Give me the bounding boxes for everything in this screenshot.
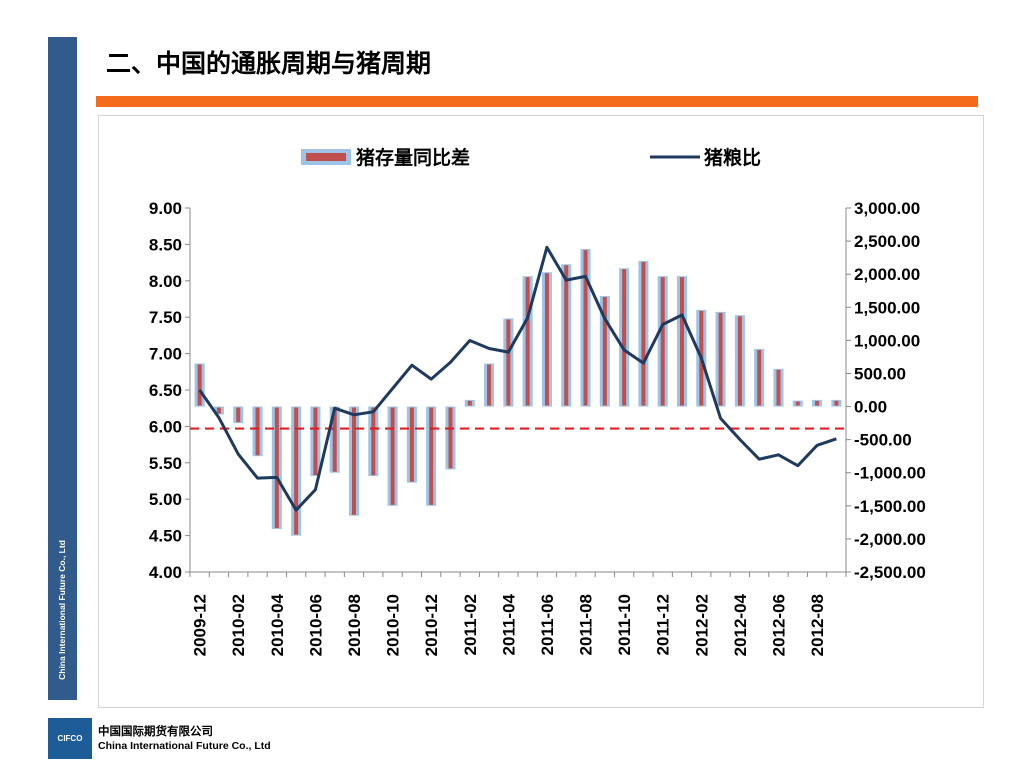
left-tick-label: 5.00	[149, 490, 182, 509]
bar	[815, 400, 820, 406]
left-tick-label: 4.00	[149, 563, 182, 582]
bar	[352, 407, 356, 515]
bar	[737, 316, 742, 406]
bar	[795, 401, 800, 406]
left-tick-label: 6.50	[149, 381, 182, 400]
bar	[564, 265, 569, 406]
bar	[236, 407, 241, 423]
right-tick-label: -1,500.00	[854, 497, 926, 516]
bar	[834, 400, 839, 406]
x-tick-label: 2010-02	[229, 594, 248, 656]
chart-frame	[98, 115, 984, 708]
bar	[371, 407, 376, 476]
bar	[467, 400, 472, 406]
page-title: 二、中国的通胀周期与猪周期	[106, 50, 432, 78]
left-tick-label: 4.50	[149, 527, 182, 546]
right-tick-label: -2,000.00	[854, 530, 926, 549]
right-tick-label: -1,000.00	[854, 464, 926, 483]
x-tick-label: 2012-04	[731, 593, 750, 656]
right-tick-label: 1,000.00	[854, 331, 920, 350]
x-tick-label: 2012-08	[808, 594, 827, 656]
left-tick-label: 8.00	[149, 272, 182, 291]
right-tick-label: 0.00	[854, 398, 887, 417]
bar	[197, 364, 202, 406]
bar	[641, 261, 646, 406]
bar	[274, 407, 279, 528]
bar	[718, 312, 723, 406]
left-tick-label: 6.00	[149, 417, 182, 436]
bar	[487, 364, 492, 406]
bar	[525, 277, 530, 406]
footer-company-cn: 中国国际期货有限公司	[98, 726, 213, 738]
x-tick-label: 2010-04	[268, 593, 287, 656]
ratio-line	[198, 245, 837, 512]
x-tick-label: 2011-02	[461, 594, 480, 655]
bar	[506, 319, 511, 406]
logo-text: CIFCO	[57, 734, 83, 743]
right-tick-label: 500.00	[854, 364, 906, 383]
x-tick-label: 2010-10	[384, 594, 403, 656]
legend-bar-swatch-inner	[306, 153, 346, 161]
bar	[448, 407, 453, 469]
bar	[255, 407, 260, 456]
x-tick-label: 2011-04	[499, 593, 518, 655]
bar	[680, 277, 684, 406]
x-tick-label: 2012-06	[770, 594, 789, 656]
x-tick-label: 2011-10	[615, 594, 634, 655]
bar	[602, 297, 607, 406]
x-tick-label: 2010-08	[345, 594, 364, 656]
bar	[660, 277, 665, 406]
bar	[390, 407, 395, 505]
sidebar-company-cn: 中国国际期货有限公司	[24, 70, 33, 150]
x-tick-label: 2011-12	[654, 594, 673, 655]
right-tick-label: 2,000.00	[854, 265, 920, 284]
bar	[757, 349, 762, 406]
right-tick-label: 1,500.00	[854, 298, 920, 317]
right-tick-label: -2,500.00	[854, 563, 926, 582]
x-tick-label: 2011-06	[538, 594, 557, 655]
left-tick-label: 5.50	[149, 454, 182, 473]
right-tick-label: 3,000.00	[854, 199, 920, 218]
cifco-logo: CIFCO	[48, 718, 92, 759]
legend-label: 猪存量同比差	[355, 146, 470, 169]
right-tick-label: -500.00	[854, 431, 912, 450]
sidebar-band	[48, 37, 77, 700]
legend-label: 猪粮比	[703, 146, 761, 169]
chart: 9.00 8.50 8.00 7.50 7.00 6.50 6.00 5.50 5.00 4.50…	[149, 146, 926, 656]
sidebar-company-en: China International Future Co., Ltd	[57, 540, 67, 680]
left-tick-label: 7.50	[149, 308, 182, 327]
left-tick-label: 9.00	[149, 199, 182, 218]
bar	[332, 407, 337, 472]
right-tick-label: 2,500.00	[854, 232, 920, 251]
left-tick-label: 7.00	[149, 345, 182, 364]
bar	[776, 369, 781, 406]
title-underline-bar	[96, 96, 978, 107]
bar	[429, 407, 434, 505]
x-tick-label: 2009-12	[191, 594, 210, 656]
footer-company-en: China International Future Co., Ltd	[98, 740, 271, 752]
x-tick-label: 2012-02	[692, 594, 711, 656]
x-tick-label: 2010-12	[422, 594, 441, 656]
x-tick-label: 2010-06	[306, 594, 325, 656]
bar	[294, 407, 299, 535]
bar	[409, 407, 414, 482]
x-tick-label: 2011-08	[577, 594, 596, 655]
left-tick-label: 8.50	[149, 235, 182, 254]
bar	[216, 407, 221, 414]
bar	[622, 269, 627, 406]
bar	[313, 407, 318, 476]
bar	[583, 250, 588, 406]
bar	[544, 273, 549, 406]
